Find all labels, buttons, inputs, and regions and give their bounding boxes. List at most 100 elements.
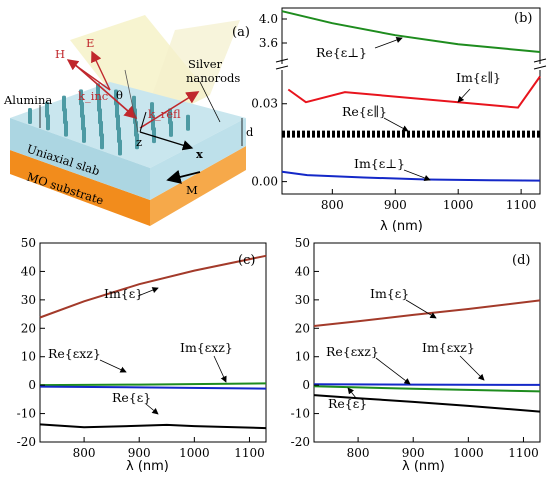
nanorod xyxy=(98,108,102,125)
alumina-label: Alumina xyxy=(3,93,52,107)
nanorod xyxy=(118,139,122,156)
nanorods-label: nanorods xyxy=(186,71,240,85)
panel-d-frame xyxy=(313,242,541,443)
b-arrow-im-eps-par xyxy=(457,88,471,103)
nanorod xyxy=(62,95,66,112)
panel-d-xlabel: λ (nm) xyxy=(402,459,445,474)
panel-b-label: (b) xyxy=(514,11,532,26)
panel-d-label: (d) xyxy=(512,253,530,268)
nanorod xyxy=(81,114,85,131)
panel-a-label: (a) xyxy=(232,25,250,40)
panel-c-frame xyxy=(39,242,267,443)
e-field-label: E xyxy=(86,36,94,50)
c-annotation-re-eps-xz: Re{εxz} xyxy=(48,346,101,361)
nanorod xyxy=(82,126,86,143)
y-tick-label: 0.03 xyxy=(251,97,278,111)
nanorod xyxy=(64,120,68,137)
b-arrow-re-eps-perp xyxy=(374,36,403,49)
y-tick-label: 40 xyxy=(295,264,310,278)
series-line xyxy=(39,254,267,319)
z-axis-arrow xyxy=(139,111,147,133)
series-line xyxy=(39,423,267,430)
theta-label: θ xyxy=(116,88,123,102)
nanorod xyxy=(99,120,103,137)
series-line xyxy=(313,385,541,393)
y-tick-label: 50 xyxy=(21,236,36,250)
d-annotation-im-eps-xz: Im{εxz} xyxy=(422,340,475,355)
x-tick-label: 1000 xyxy=(443,198,474,212)
k-inc-label: k_inc xyxy=(78,89,108,103)
y-tick-label: 50 xyxy=(295,236,310,250)
silver-label: Silver xyxy=(188,57,223,71)
nanorod xyxy=(150,102,154,119)
k-refl-arrow xyxy=(139,91,200,129)
nanorod xyxy=(96,83,100,100)
mo-substrate-side xyxy=(150,146,246,226)
series-line xyxy=(281,10,541,53)
x-tick-label: 1100 xyxy=(234,446,265,460)
x-tick-label: 1100 xyxy=(508,446,539,460)
k-refl-label: k_refl xyxy=(148,107,181,121)
nanorod xyxy=(117,127,121,143)
d-arrow-im-eps-xz xyxy=(459,355,485,381)
uniaxial-slab-front xyxy=(10,118,150,200)
x-tick-label: 1000 xyxy=(453,446,484,460)
panel-b-xlabel: λ (nm) xyxy=(380,219,423,234)
y-tick-label: 3.6 xyxy=(259,36,278,50)
y-tick-label: 10 xyxy=(295,350,310,364)
c-annotation-im-eps-xz: Im{εxz} xyxy=(180,340,233,355)
nanorod xyxy=(80,101,84,118)
y-tick-label: 0 xyxy=(302,378,310,392)
panel-c-chart: 800 900 1000 1100 -20 -10 0 10 20 30 40 50 (c) λ (n… xyxy=(17,236,267,474)
b-annotation-im-eps-perp: Im{ε⊥} xyxy=(354,156,405,171)
mo-substrate-front xyxy=(10,150,150,226)
d-arrow-re-eps-xz xyxy=(375,357,411,385)
c-arrow-im-eps-xz xyxy=(213,355,227,383)
x-axis-label: x xyxy=(196,147,203,161)
y-tick-label: -20 xyxy=(291,435,310,449)
magnetization-arrow xyxy=(166,169,201,184)
nanorod xyxy=(134,120,138,137)
series-line xyxy=(313,394,541,413)
nanorod xyxy=(63,108,67,125)
y-tick-label: 20 xyxy=(295,321,310,335)
nanorod xyxy=(97,95,101,112)
series-line xyxy=(287,75,541,109)
y-tick-label: 20 xyxy=(21,321,36,335)
c-annotation-im-eps: Im{ε} xyxy=(104,286,143,301)
series-line xyxy=(313,383,541,386)
nanorod xyxy=(28,108,32,124)
b-annotation-im-eps-par: Im{ε∥} xyxy=(456,70,501,85)
x-tick-label: 900 xyxy=(384,198,407,212)
series-line xyxy=(39,382,267,387)
series-line xyxy=(281,170,541,182)
x-axis-arrow xyxy=(139,131,194,151)
nanorod xyxy=(115,102,119,118)
d-annotation-re-eps-xz: Re{εxz} xyxy=(326,344,379,359)
x-tick-label: 1000 xyxy=(179,446,210,460)
nanorod xyxy=(135,133,139,150)
b-annotation-re-eps-perp: Re{ε⊥} xyxy=(316,45,367,60)
y-tick-label: -10 xyxy=(291,407,310,421)
nanorod xyxy=(152,127,156,144)
y-tick-label: 0.00 xyxy=(251,175,278,189)
panel-d-chart: 800 900 1000 1100 -20 -10 0 10 20 30 40 50 (d) λ (n… xyxy=(291,236,541,474)
nanorod xyxy=(169,120,173,137)
series-line xyxy=(313,299,541,327)
x-tick-label: 1100 xyxy=(506,198,537,212)
d-annotation-im-eps: Im{ε} xyxy=(370,286,409,301)
b-annotation-re-eps-par: Re{ε∥} xyxy=(342,104,387,119)
x-tick-label: 900 xyxy=(128,446,151,460)
y-tick-label: 10 xyxy=(21,350,36,364)
panel-c-xlabel: λ (nm) xyxy=(126,459,169,474)
nanorod xyxy=(45,101,49,118)
series-line xyxy=(39,385,267,390)
nanorod xyxy=(79,89,83,106)
z-axis-label: z xyxy=(136,135,142,149)
normal-line xyxy=(124,69,139,133)
d-arrow-re-eps xyxy=(347,387,357,399)
magnetization-label: M xyxy=(186,183,198,197)
d-arrow-im-eps xyxy=(405,299,437,319)
c-arrow-re-eps xyxy=(145,403,159,415)
